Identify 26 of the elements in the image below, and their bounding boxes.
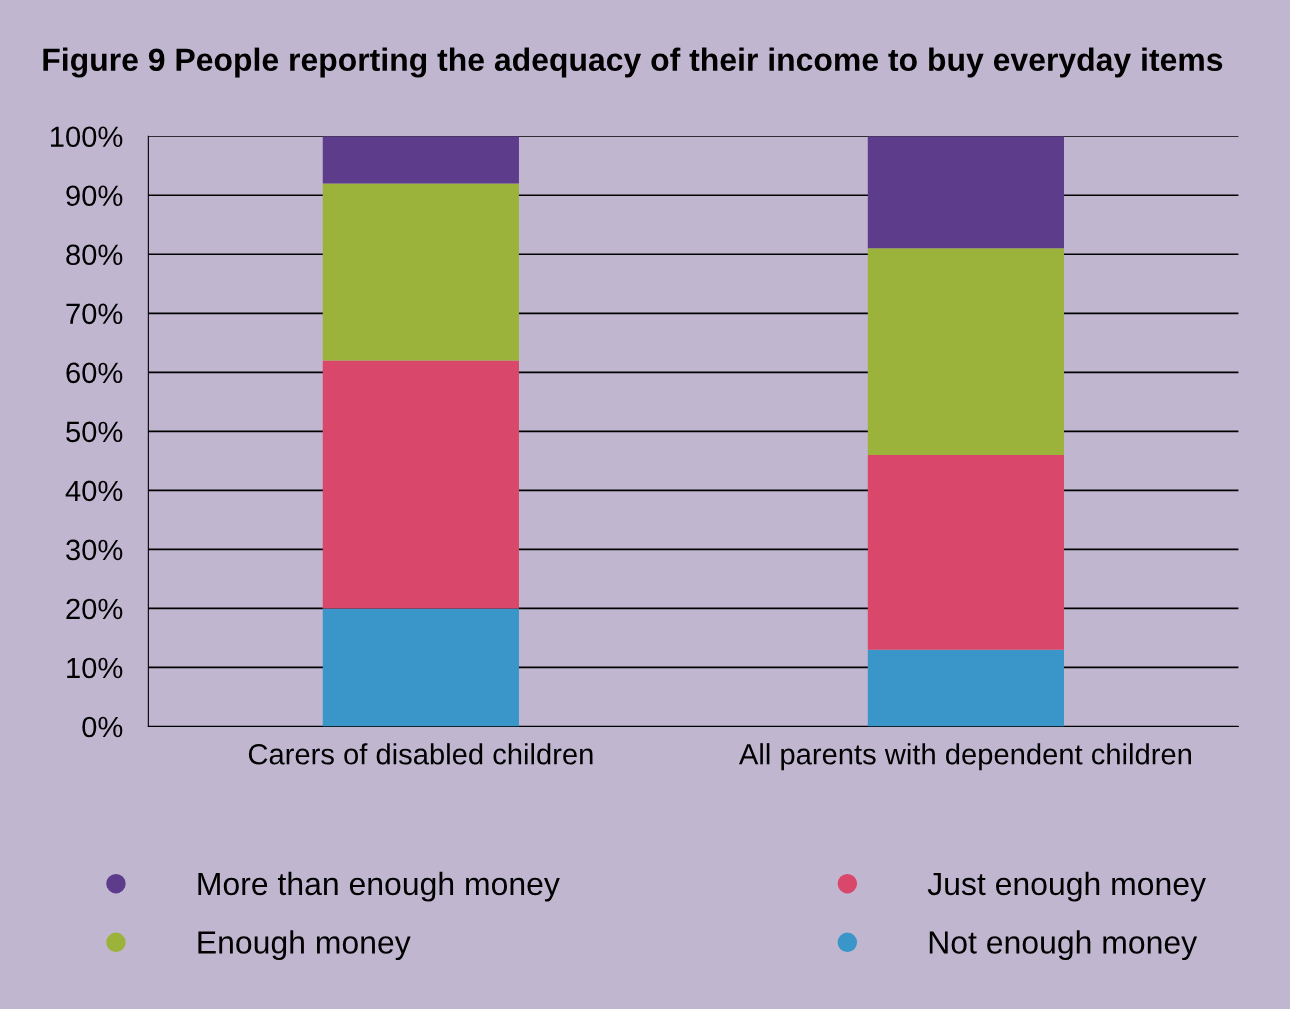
legend-label: Just enough money [927,871,1206,902]
x-tick-label: All parents with dependent children [738,743,1192,771]
y-tick-label: 90% [66,185,123,207]
y-tick-label: 0% [82,716,123,738]
bar [322,608,519,727]
bar [867,454,1064,650]
bar [322,136,519,184]
bar [322,183,519,361]
bar [322,360,519,609]
legend-label: More than enough money [198,871,560,902]
y-tick-label: 70% [66,303,123,325]
y-tick-label: 30% [66,539,123,561]
bar [867,649,1064,727]
bar [867,136,1064,249]
y-tick-label: 10% [67,657,123,679]
y-tick-label: 20% [66,598,123,620]
y-tick-label: 100% [50,126,123,148]
legend-label: Enough money [198,930,411,961]
y-tick-label: 80% [66,244,123,266]
bar [867,248,1064,455]
y-tick-label: 60% [66,362,123,384]
legend-label: Not enough money [929,930,1198,961]
chart-title: Figure 9 People reporting the adequacy of their income to buy everyday items [43,47,1223,78]
y-tick-label: 40% [65,480,123,502]
y-tick-label: 50% [66,421,123,443]
x-tick-label: Carers of disabled children [248,743,593,765]
